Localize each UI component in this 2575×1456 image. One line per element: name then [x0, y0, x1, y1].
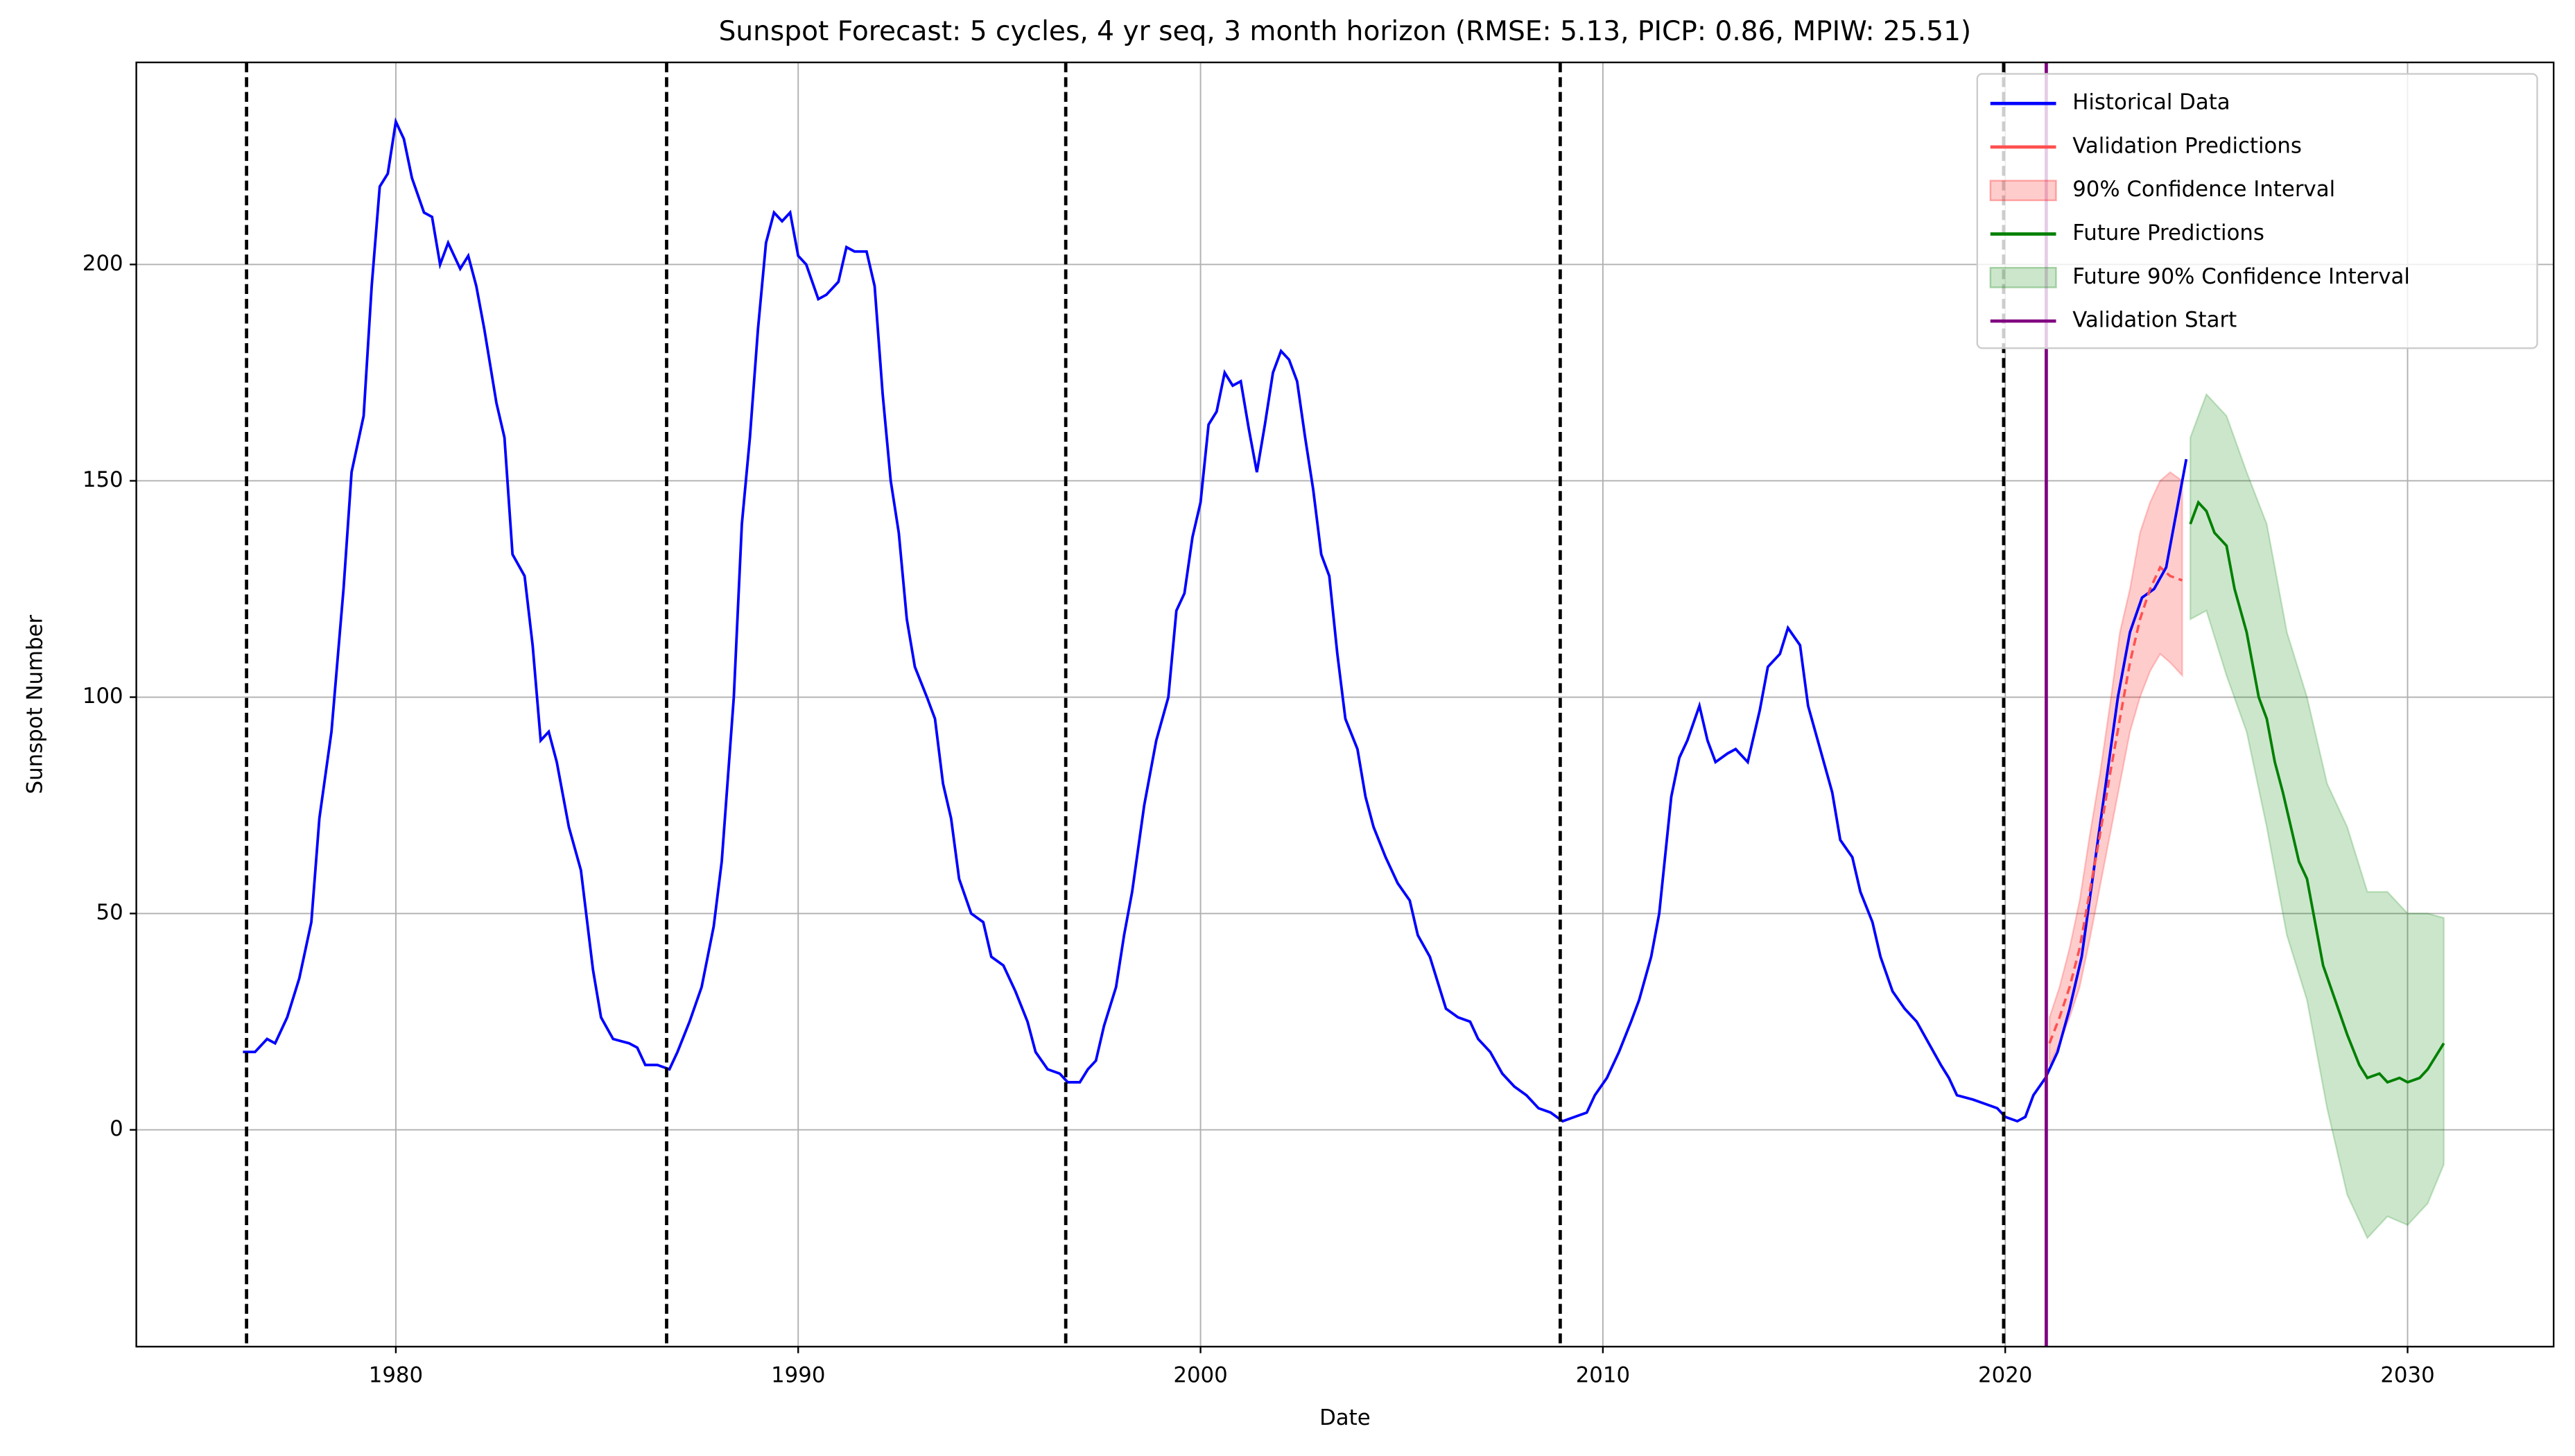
confidence-band [2048, 471, 2183, 1066]
legend-label: Validation Start [2072, 308, 2237, 333]
axes-frame [135, 61, 2555, 1348]
legend-swatch [1989, 266, 2057, 288]
x-tick-label: 2000 [1173, 1362, 1227, 1387]
y-tick-label: 200 [83, 251, 123, 276]
y-axis-label: Sunspot Number [23, 615, 48, 795]
y-tick-label: 150 [83, 467, 123, 492]
legend-label: Future Predictions [2072, 220, 2264, 245]
legend-label: Validation Predictions [2072, 133, 2302, 158]
chart-title: Sunspot Forecast: 5 cycles, 4 yr seq, 3 … [719, 16, 1972, 47]
confidence-band [2189, 392, 2445, 1240]
series-line [243, 117, 2188, 1123]
y-tick-label: 0 [110, 1116, 123, 1141]
series-line [2048, 565, 2183, 1044]
legend-box [1976, 73, 2538, 349]
x-axis-label: Date [1319, 1405, 1371, 1430]
plot-area [243, 62, 2445, 1347]
series-line [2189, 500, 2445, 1084]
x-tick-label: 2030 [2380, 1362, 2434, 1387]
y-tick-label: 50 [96, 900, 123, 925]
x-tick-label: 2020 [1978, 1362, 2032, 1387]
x-tick-label: 1980 [369, 1362, 423, 1387]
x-tick-label: 1990 [771, 1362, 825, 1387]
y-tick-label: 100 [83, 684, 123, 709]
legend-label: Future 90% Confidence Interval [2072, 264, 2410, 289]
legend-swatch [1989, 180, 2057, 202]
legend: Historical Data Validation Predictions 90%… [1976, 73, 2538, 349]
legend-label: Historical Data [2072, 90, 2230, 115]
legend-label: 90% Confidence Interval [2072, 177, 2335, 202]
x-tick-label: 2010 [1576, 1362, 1630, 1387]
